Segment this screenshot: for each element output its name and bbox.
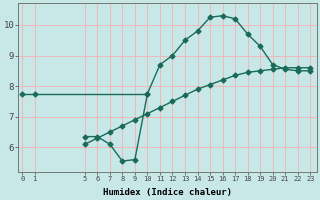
X-axis label: Humidex (Indice chaleur): Humidex (Indice chaleur) [103, 188, 232, 197]
